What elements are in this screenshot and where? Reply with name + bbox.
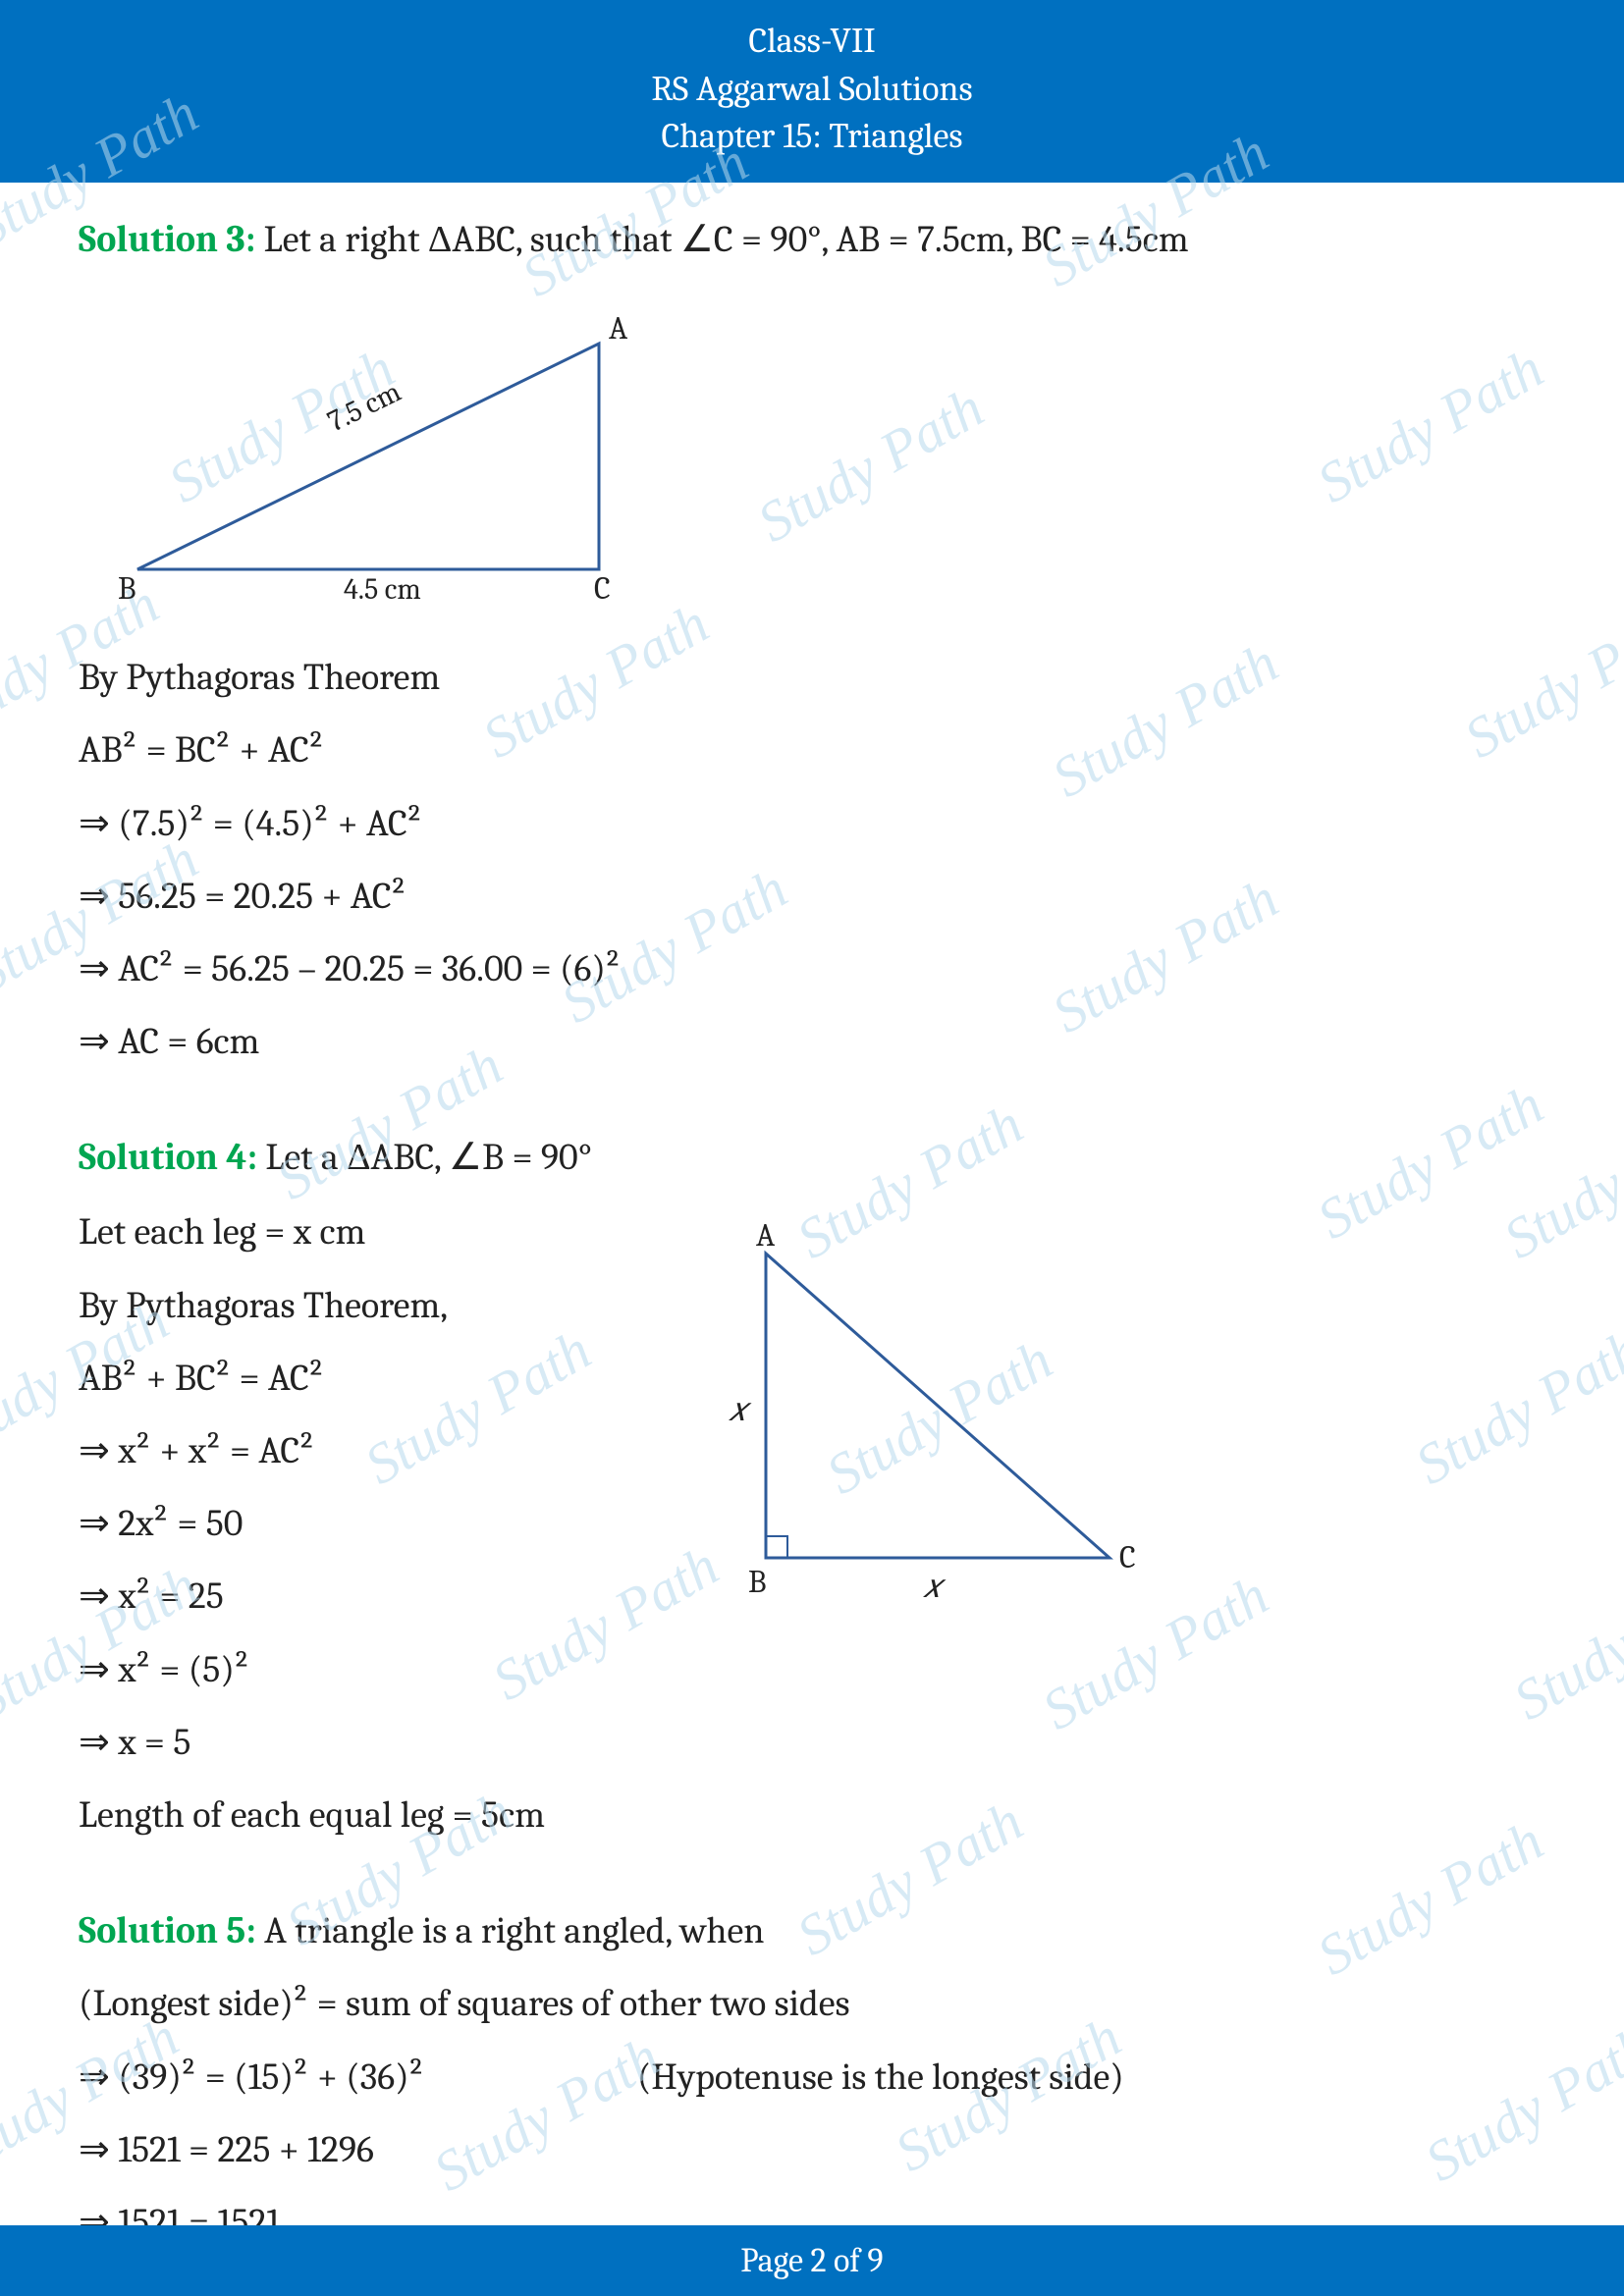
svg-text:A: A bbox=[609, 310, 628, 347]
solution3-step: ⇒ AC² = 56.25 – 20.25 = 36.00 = (6)² bbox=[79, 934, 1545, 1004]
triangle-icon: A B C 7.5 cm 4.5 cm bbox=[79, 304, 648, 609]
page-header: Class-VII RS Aggarwal Solutions Chapter … bbox=[0, 0, 1624, 183]
svg-text:C: C bbox=[1119, 1539, 1136, 1575]
solution4-step: ⇒ x² = (5)² bbox=[79, 1634, 628, 1705]
svg-text:7.5 cm: 7.5 cm bbox=[322, 374, 406, 439]
footer-suffix: of 9 bbox=[827, 2241, 884, 2280]
solution5-line1: (Longest side)² = sum of squares of othe… bbox=[79, 1968, 1545, 2039]
solution5-line2b: (Hypotenuse is the longest side) bbox=[637, 2056, 1124, 2099]
solution5-label: Solution 5: bbox=[79, 1909, 256, 1952]
solution3-intro: Let a right ΔABC, such that ∠C = 90°, AB… bbox=[255, 218, 1188, 261]
header-class: Class-VII bbox=[0, 18, 1624, 66]
solution4-label: Solution 4: bbox=[79, 1136, 257, 1179]
footer-pagenum: 2 bbox=[810, 2241, 826, 2280]
svg-text:B: B bbox=[748, 1564, 767, 1600]
svg-text:B: B bbox=[118, 570, 136, 607]
svg-text:A: A bbox=[756, 1217, 776, 1254]
solution4-step: ⇒ x = 5 bbox=[79, 1707, 628, 1778]
header-chapter: Chapter 15: Triangles bbox=[0, 113, 1624, 161]
svg-text:4.5 cm: 4.5 cm bbox=[344, 572, 421, 607]
solution4-step: Length of each equal leg = 5cm bbox=[79, 1780, 628, 1850]
solution4-step: ⇒ x² + x² = AC² bbox=[79, 1415, 628, 1486]
solution4-step: ⇒ x² = 25 bbox=[79, 1561, 628, 1631]
solution5-intro: A triangle is a right angled, when bbox=[256, 1909, 765, 1952]
svg-text:𝑥: 𝑥 bbox=[729, 1390, 752, 1429]
solution4-lines: Let each leg = x cmBy Pythagoras Theorem… bbox=[79, 1195, 628, 1852]
solution3-lines: By Pythagoras TheoremAB² = BC² + AC²⇒ (7… bbox=[79, 642, 1545, 1077]
solution4-heading: Solution 4: Let a ΔABC, ∠B = 90° bbox=[79, 1122, 1545, 1193]
svg-text:𝑥: 𝑥 bbox=[923, 1567, 947, 1606]
solution5-line2a: ⇒ (39)² = (15)² + (36)² bbox=[79, 2056, 424, 2099]
solution3-step: By Pythagoras Theorem bbox=[79, 642, 1545, 713]
svg-text:C: C bbox=[594, 570, 611, 607]
solution5-line3: ⇒ 1521 = 225 + 1296 bbox=[79, 2114, 1545, 2185]
solution5-heading: Solution 5: A triangle is a right angled… bbox=[79, 1896, 1545, 1966]
solution3-label: Solution 3: bbox=[79, 218, 255, 261]
solution4-triangle: A B C 𝑥 𝑥 bbox=[687, 1195, 1159, 1630]
solution3-step: ⇒ (7.5)² = (4.5)² + AC² bbox=[79, 788, 1545, 859]
solution3-heading: Solution 3: Let a right ΔABC, such that … bbox=[79, 204, 1545, 275]
header-book: RS Aggarwal Solutions bbox=[0, 66, 1624, 114]
page-content: Solution 3: Let a right ΔABC, such that … bbox=[0, 183, 1624, 2258]
solution4-step: ⇒ 2x² = 50 bbox=[79, 1488, 628, 1559]
solution3-step: AB² = BC² + AC² bbox=[79, 715, 1545, 785]
solution4-step: Let each leg = x cm bbox=[79, 1197, 628, 1267]
solution4-step: AB² + BC² = AC² bbox=[79, 1343, 628, 1414]
solution5-line2: ⇒ (39)² = (15)² + (36)² (Hypotenuse is t… bbox=[79, 2042, 1545, 2112]
solution3-step: ⇒ AC = 6cm bbox=[79, 1006, 1545, 1077]
footer-prefix: Page bbox=[740, 2241, 810, 2280]
solution3-triangle: A B C 7.5 cm 4.5 cm bbox=[79, 304, 1545, 632]
solution4-intro: Let a ΔABC, ∠B = 90° bbox=[257, 1136, 592, 1179]
solution3-step: ⇒ 56.25 = 20.25 + AC² bbox=[79, 861, 1545, 932]
triangle-icon: A B C 𝑥 𝑥 bbox=[687, 1214, 1159, 1607]
solution4-step: By Pythagoras Theorem, bbox=[79, 1270, 628, 1341]
page-footer: Page 2 of 9 bbox=[0, 2225, 1624, 2296]
